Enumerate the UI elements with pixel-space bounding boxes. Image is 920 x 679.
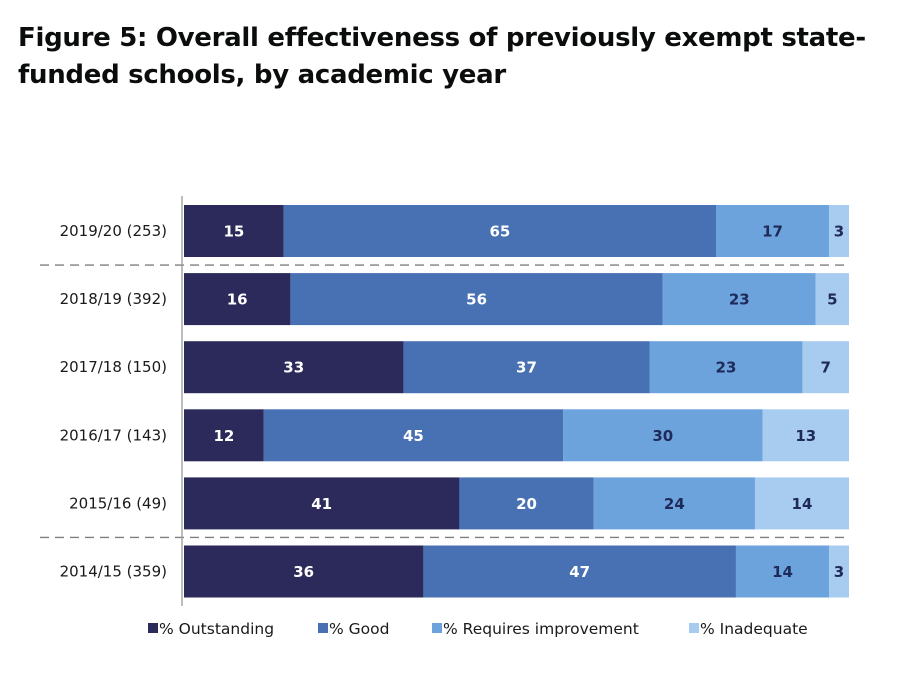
data-label: 14 (772, 563, 793, 581)
bar-segment (283, 205, 716, 257)
category-label: 2015/16 (49) (69, 494, 167, 512)
data-label: 23 (729, 291, 750, 309)
bar-segment (754, 477, 849, 530)
bar-segment (735, 545, 830, 598)
bar-segment (716, 205, 830, 257)
legend-swatch (148, 623, 158, 633)
bar-segment (593, 477, 755, 530)
data-label: 14 (792, 495, 813, 513)
legend-label: % Outstanding (159, 620, 274, 638)
data-label: 30 (652, 427, 673, 445)
data-label: 36 (293, 563, 314, 581)
bar-segment (649, 341, 803, 394)
bars: 15 65 17 3 16 56 23 5 33 37 23 7 12 45 30 13 41 20 24 14 36 4… (184, 205, 849, 598)
legend-swatch (432, 623, 442, 633)
data-label: 65 (489, 223, 510, 241)
legend-swatch (318, 623, 328, 633)
category-label: 2017/18 (150) (60, 358, 167, 376)
data-label: 23 (716, 359, 737, 377)
data-label: 5 (827, 291, 837, 309)
data-label: 7 (821, 359, 831, 377)
data-label: 45 (403, 427, 424, 445)
category-label: 2016/17 (143) (60, 426, 167, 444)
data-label: 20 (516, 495, 537, 513)
data-label: 3 (834, 223, 844, 241)
data-label: 17 (762, 223, 783, 241)
bar-segment (762, 409, 849, 462)
data-label: 13 (795, 427, 816, 445)
data-label: 41 (311, 495, 332, 513)
category-label: 2018/19 (392) (60, 290, 167, 308)
bar-segment (184, 409, 264, 462)
legend-swatch (689, 623, 699, 633)
data-label: 33 (283, 359, 304, 377)
data-label: 37 (516, 359, 537, 377)
bar-segment (184, 205, 284, 257)
legend-label: % Good (329, 620, 389, 638)
bar-segment (184, 545, 424, 598)
bar-segment (403, 341, 650, 394)
chart-title: Figure 5: Overall effectiveness of previ… (18, 23, 866, 90)
legend-label: % Requires improvement (443, 620, 639, 638)
bar-segment (184, 477, 460, 530)
bar-segment (263, 409, 564, 462)
bar-segment (802, 341, 849, 394)
bar-segment (184, 273, 291, 326)
bar-segment (815, 273, 849, 326)
category-label: 2019/20 (253) (60, 222, 167, 240)
data-label: 56 (466, 291, 487, 309)
legend: % Outstanding % Good % Requires improvemen… (148, 620, 808, 638)
data-label: 15 (223, 223, 244, 241)
bar-segment (184, 341, 404, 394)
category-label: 2014/15 (359) (60, 563, 167, 581)
category-labels: 2019/20 (253) 2018/19 (392) 2017/18 (150) 2… (60, 222, 167, 581)
data-label: 16 (227, 291, 248, 309)
data-label: 47 (569, 563, 590, 581)
bar-segment (829, 205, 849, 257)
data-label: 24 (664, 495, 685, 513)
bar-segment (662, 273, 816, 326)
legend-label: % Inadequate (700, 620, 808, 638)
bar-segment (290, 273, 663, 326)
bar-segment (423, 545, 736, 598)
data-label: 12 (213, 427, 234, 445)
bar-segment (563, 409, 763, 462)
data-label: 3 (834, 563, 844, 581)
bar-segment (459, 477, 594, 530)
bar-segment (829, 545, 849, 598)
